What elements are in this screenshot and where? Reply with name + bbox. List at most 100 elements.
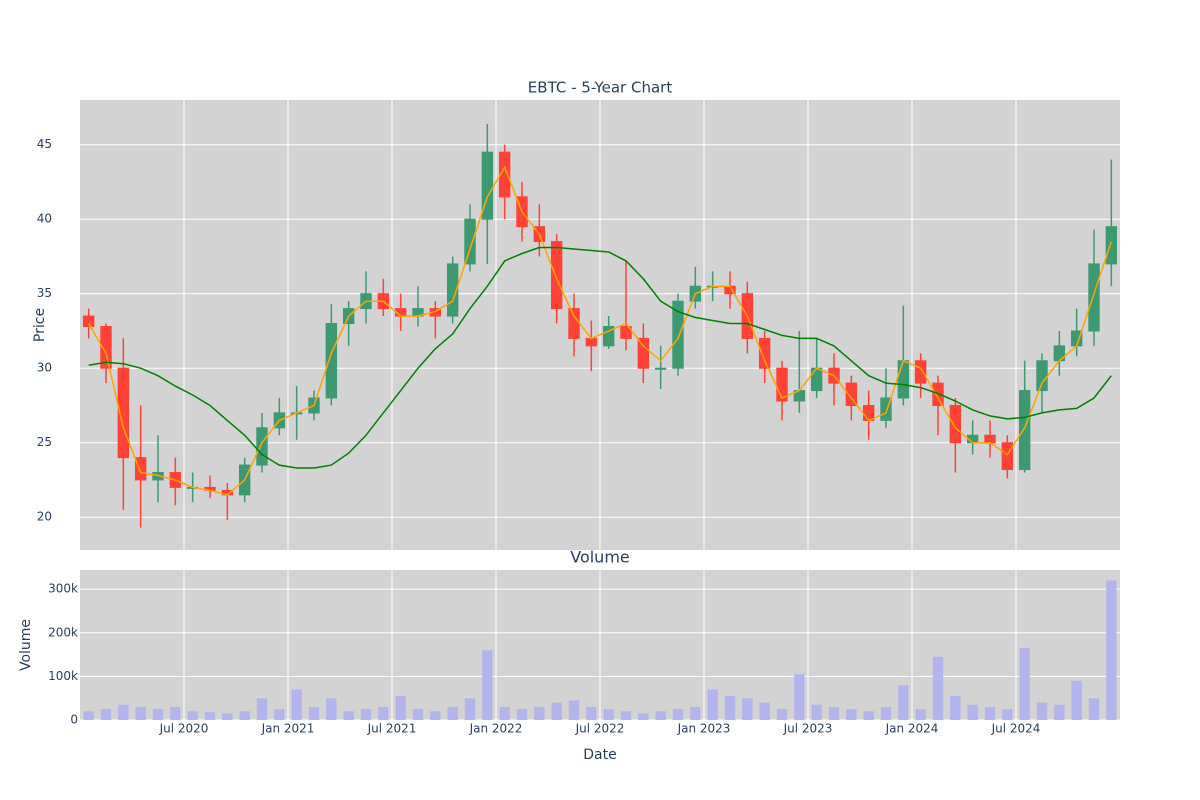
candle-body — [845, 382, 858, 406]
volume-title: Volume — [570, 548, 630, 567]
candle-body — [914, 360, 927, 384]
volume-bar — [950, 696, 961, 720]
candle-body — [498, 151, 511, 198]
y-axis-title: Price — [32, 308, 48, 342]
volume-bar — [551, 702, 562, 720]
volume-bar — [898, 685, 909, 720]
volume-bar — [256, 698, 268, 720]
volume-bar — [499, 706, 510, 720]
y-tick-label: 25 — [37, 435, 52, 449]
candle-body — [620, 325, 632, 339]
candle-body — [464, 218, 476, 265]
candle-body — [637, 337, 650, 369]
x-axis-title: Date — [583, 747, 616, 763]
volume-bar — [1036, 702, 1048, 720]
volume-bar — [100, 709, 112, 720]
volume-bar — [811, 704, 822, 720]
chart-title: EBTC - 5-Year Chart — [528, 79, 673, 97]
volume-bar — [620, 711, 632, 720]
volume-bar — [603, 709, 614, 720]
candle-body — [602, 325, 615, 347]
volume-bar — [915, 709, 926, 720]
volume-bar — [724, 696, 736, 720]
candle-body — [880, 397, 892, 421]
volume-bar — [1054, 704, 1065, 720]
volume-bar — [118, 704, 129, 720]
volume-bar — [1071, 680, 1082, 720]
volume-bar — [447, 706, 458, 720]
volume-bar — [516, 709, 528, 720]
candle-body — [984, 434, 996, 444]
moving-average-line — [88, 246, 1112, 469]
volume-bar — [1106, 580, 1117, 720]
volume-bar — [395, 696, 406, 720]
volume-bar — [222, 713, 233, 720]
volume-bar — [655, 711, 666, 720]
candle-body — [810, 367, 823, 392]
volume-bar — [672, 709, 684, 720]
volume-bar — [638, 713, 649, 720]
x-tick-label: Jul 2023 — [783, 722, 833, 736]
volume-bar — [187, 711, 198, 720]
volume-bar — [534, 706, 545, 720]
y-tick-label: 300k — [48, 582, 78, 596]
x-tick-label: Jan 2023 — [677, 722, 731, 736]
candle-body — [82, 315, 95, 327]
volume-bar — [880, 706, 892, 720]
volume-bar — [83, 711, 94, 720]
volume-bar — [828, 706, 840, 720]
volume-bar — [378, 706, 389, 720]
x-tick-label: Jul 2022 — [575, 722, 625, 736]
y-tick-label: 0 — [70, 713, 78, 727]
candle-body — [1001, 442, 1014, 471]
volume-bar — [1002, 709, 1013, 720]
candle-body — [1105, 226, 1118, 265]
y-tick-label: 100k — [48, 669, 78, 683]
volume-bar — [291, 689, 302, 720]
volume-bar — [135, 706, 146, 720]
candle-body — [1088, 263, 1100, 332]
y-axis-title: Volume — [18, 619, 34, 671]
candle-body — [100, 325, 112, 369]
volume-bar — [1088, 698, 1100, 720]
volume-bar — [776, 709, 788, 720]
candle-body — [758, 337, 771, 369]
candle-body — [776, 367, 788, 402]
volume-bar — [360, 709, 372, 720]
y-tick-label: 20 — [37, 510, 52, 524]
volume-bar — [152, 709, 164, 720]
candle-body — [949, 404, 962, 444]
y-tick-label: 30 — [37, 361, 52, 375]
candle-body — [256, 427, 268, 466]
candle-body — [585, 337, 598, 347]
volume-bar — [326, 698, 337, 720]
volume-bar — [464, 698, 476, 720]
volume-bar — [170, 706, 181, 720]
candle-body — [117, 367, 130, 459]
volume-bar — [430, 711, 441, 720]
x-tick-label: Jul 2021 — [367, 722, 417, 736]
y-tick-label: 40 — [37, 212, 52, 226]
y-tick-label: 45 — [37, 137, 52, 151]
volume-bar — [863, 711, 874, 720]
candle-body — [897, 360, 910, 399]
volume-bar — [308, 706, 320, 720]
candle-body — [550, 241, 563, 310]
candle-body — [481, 151, 494, 220]
candle-body — [1018, 390, 1031, 471]
volume-bar — [690, 706, 701, 720]
x-tick-label: Jan 2021 — [261, 722, 315, 736]
x-tick-label: Jul 2020 — [159, 722, 209, 736]
volume-bar — [932, 656, 944, 720]
volume-bar — [984, 706, 996, 720]
candle-body — [672, 300, 684, 369]
candle-body — [325, 323, 338, 399]
candle-body — [134, 457, 147, 481]
moving-average-line — [88, 165, 1113, 496]
volume-bar — [846, 709, 857, 720]
candle-body — [568, 308, 580, 339]
candle-body — [1036, 360, 1048, 392]
y-tick-label: 35 — [37, 286, 52, 300]
candle-body — [654, 367, 667, 370]
